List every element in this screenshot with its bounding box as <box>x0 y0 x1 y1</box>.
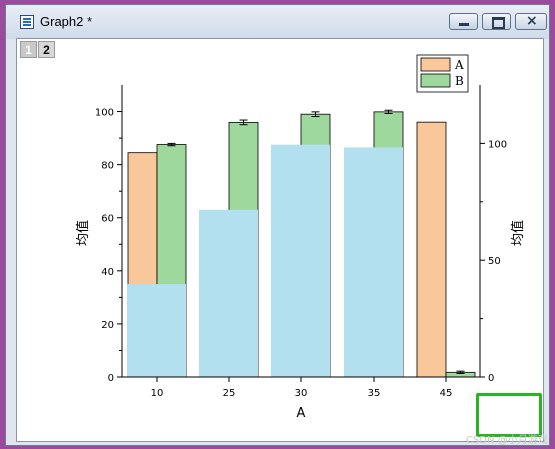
graph-window-icon[interactable] <box>20 15 34 29</box>
legend-swatch <box>420 57 451 72</box>
minimize-button[interactable] <box>449 13 478 30</box>
graph-window: Graph2 * × 1 2 0 20 40 60 80 100 0 50 100 10 25 30 3… <box>5 4 550 446</box>
minimize-icon <box>459 23 469 26</box>
bar-overlay <box>344 147 403 377</box>
x-tick-label: 10 <box>151 388 164 399</box>
y-tick-label-left: 60 <box>101 214 114 225</box>
x-tick-label: 30 <box>295 388 308 399</box>
y-tick-label-right: 0 <box>488 373 494 384</box>
bar-overlay <box>127 284 186 377</box>
bar-overlay <box>199 209 258 377</box>
y-tick-label-left: 0 <box>108 373 114 384</box>
selection-highlight-box <box>476 393 542 437</box>
window-title: Graph2 * <box>40 14 93 29</box>
title-bar[interactable]: Graph2 * × <box>6 5 549 39</box>
y-tick-label-left: 20 <box>101 320 114 331</box>
y-axis-title-left: 均值 <box>75 220 91 246</box>
y-tick-label-right: 100 <box>488 139 507 150</box>
x-tick-label: 25 <box>223 388 236 399</box>
y-axis-title-right: 均值 <box>510 220 526 246</box>
x-tick-label: 45 <box>440 388 453 399</box>
bar-series-a <box>416 121 447 378</box>
maximize-icon <box>492 17 505 29</box>
legend-label: A <box>454 58 464 72</box>
close-icon: × <box>526 13 538 29</box>
legend-label: B <box>455 74 464 88</box>
x-tick-label: 35 <box>368 388 381 399</box>
maximize-button[interactable] <box>482 13 511 30</box>
layer-tab-1[interactable]: 1 <box>20 41 37 58</box>
y-tick-label-right: 50 <box>488 256 501 267</box>
bar-overlay <box>271 144 330 377</box>
graph-page[interactable]: 1 2 0 20 40 60 80 100 0 50 100 10 25 30 35 45 A 均值 均值 A B <box>16 38 544 442</box>
x-axis-title: A <box>297 406 306 421</box>
y-tick-label-left: 80 <box>101 161 114 172</box>
y-tick-label-left: 40 <box>101 267 114 278</box>
close-button[interactable]: × <box>515 13 547 30</box>
legend-swatch <box>420 73 451 88</box>
layer-tab-2[interactable]: 2 <box>38 41 55 58</box>
y-tick-label-left: 100 <box>95 108 114 119</box>
watermark: CSDN @小月游戏 <box>466 435 548 446</box>
